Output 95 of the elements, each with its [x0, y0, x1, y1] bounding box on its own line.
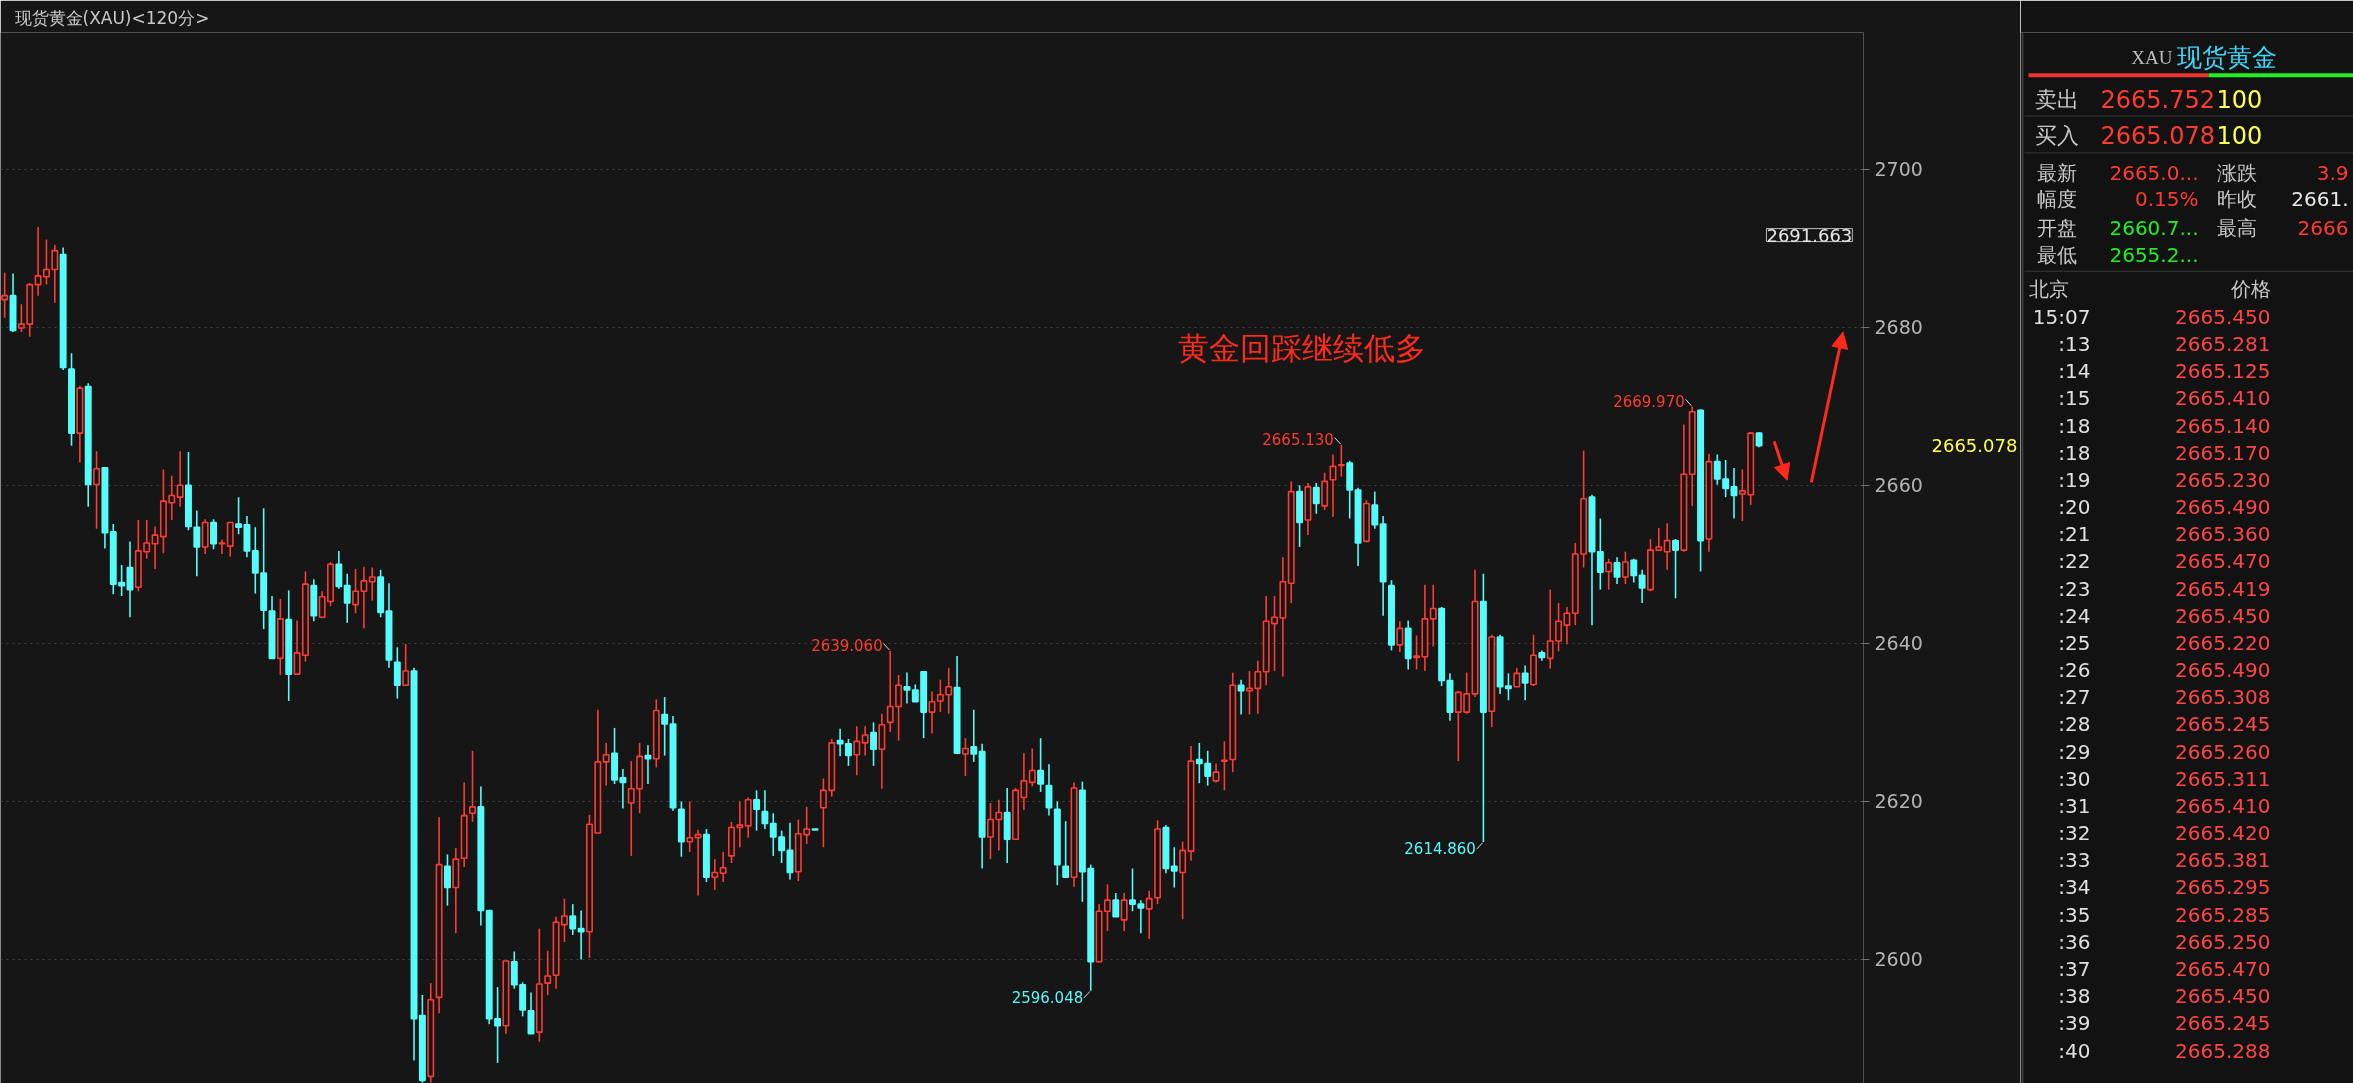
annotation: 黄金回踩继续低多	[1177, 329, 1426, 366]
text: :36	[2058, 929, 2091, 954]
y-tick-label: 2640	[1874, 632, 1923, 655]
text: :18	[2058, 413, 2091, 438]
text: :38	[2058, 984, 2091, 1009]
text: :18	[2058, 440, 2091, 465]
y-tick-label: 2660	[1874, 474, 1923, 497]
text: 2666	[2297, 215, 2349, 240]
text: 2665.260	[2175, 739, 2271, 764]
text: 100	[2216, 86, 2263, 115]
text: :22	[2058, 549, 2091, 574]
text: 开盘	[2036, 215, 2077, 240]
text: 2665.490	[2175, 658, 2271, 683]
text: :24	[2058, 603, 2091, 628]
text: 2665.450	[2175, 304, 2271, 329]
text: 2665.250	[2175, 929, 2271, 954]
text: 最新	[2036, 161, 2077, 186]
text: :31	[2058, 793, 2091, 818]
text: 2665.410	[2175, 386, 2271, 411]
annotation: 2614.860	[1404, 840, 1476, 859]
text: 2665.381	[2175, 848, 2271, 873]
text: 2665.450	[2175, 603, 2271, 628]
text: 卖出	[2034, 86, 2079, 112]
text: :19	[2058, 467, 2091, 492]
text: :27	[2058, 685, 2091, 710]
annotation: 2691.663	[1766, 224, 1853, 246]
text: 2665.308	[2175, 685, 2271, 710]
text: 2665.125	[2175, 359, 2271, 384]
text: 2665.230	[2175, 467, 2271, 492]
text: 15:07	[2032, 304, 2091, 329]
text: 3.9	[2316, 161, 2349, 186]
text: :21	[2058, 522, 2091, 547]
y-tick-label: 2680	[1874, 316, 1923, 339]
text: 2665.419	[2175, 576, 2271, 601]
text: :39	[2058, 1011, 2091, 1036]
text: 2661.	[2291, 187, 2349, 212]
text: 2665.420	[2175, 821, 2271, 846]
text: 涨跌	[2216, 161, 2257, 186]
text: 2665.360	[2175, 522, 2271, 547]
text: :30	[2058, 766, 2091, 791]
text: 2665.078	[2100, 122, 2216, 151]
text: :35	[2058, 902, 2091, 927]
text: 2665.470	[2175, 549, 2271, 574]
text: 100	[2216, 122, 2263, 151]
text: :37	[2058, 956, 2091, 981]
text: 2660.7...	[2109, 215, 2199, 240]
text: :25	[2058, 630, 2091, 655]
text: 2665.288	[2175, 1038, 2271, 1063]
text: :32	[2058, 821, 2091, 846]
text: 2665.170	[2175, 440, 2271, 465]
text: 2665.450	[2175, 984, 2271, 1009]
text: :20	[2058, 495, 2091, 520]
text: 2665.295	[2175, 875, 2271, 900]
text: 2665.078	[1931, 434, 2018, 456]
text: 2665.0...	[2109, 161, 2199, 186]
text: 昨收	[2216, 187, 2257, 212]
text: 幅度	[2036, 187, 2077, 212]
chart-title: 现货黄金(XAU)<120分>	[14, 7, 210, 28]
text: :33	[2058, 848, 2091, 873]
text: 现货黄金	[2176, 43, 2277, 73]
text: XAU	[2131, 47, 2173, 69]
text: :34	[2058, 875, 2091, 900]
text: :40	[2058, 1038, 2091, 1063]
text: 2665.752	[2100, 86, 2216, 115]
text: 买入	[2034, 122, 2079, 148]
text: 2655.2...	[2109, 242, 2199, 267]
text: :29	[2058, 739, 2091, 764]
text: 2665.220	[2175, 630, 2271, 655]
text: :28	[2058, 712, 2091, 737]
annotation: 2669.970	[1613, 392, 1685, 411]
annotation: 2639.060	[811, 636, 883, 655]
text: 北京	[2028, 276, 2069, 301]
text: 最低	[2036, 242, 2077, 267]
text: 2665.470	[2175, 956, 2271, 981]
text: 2665.490	[2175, 495, 2271, 520]
text: :26	[2058, 658, 2091, 683]
text: 2665.285	[2175, 902, 2271, 927]
text: :15	[2058, 386, 2091, 411]
text: 2665.410	[2175, 793, 2271, 818]
y-tick-label: 2600	[1874, 948, 1923, 971]
text: 2665.281	[2175, 332, 2271, 357]
text: 2665.311	[2175, 766, 2271, 791]
text: :23	[2058, 576, 2091, 601]
text: :14	[2058, 359, 2091, 384]
y-tick-label: 2700	[1874, 158, 1923, 181]
text: 0.15%	[2134, 187, 2199, 212]
annotation: 2596.048	[1011, 988, 1084, 1007]
text: 最高	[2216, 215, 2257, 240]
text: 2665.245	[2175, 1011, 2271, 1036]
text: 2665.245	[2175, 712, 2271, 737]
annotation: 2665.130	[1262, 430, 1334, 449]
text: 2665.140	[2175, 413, 2271, 438]
text: :13	[2058, 332, 2091, 357]
text: 价格	[2229, 276, 2271, 301]
y-tick-label: 2620	[1874, 790, 1923, 813]
